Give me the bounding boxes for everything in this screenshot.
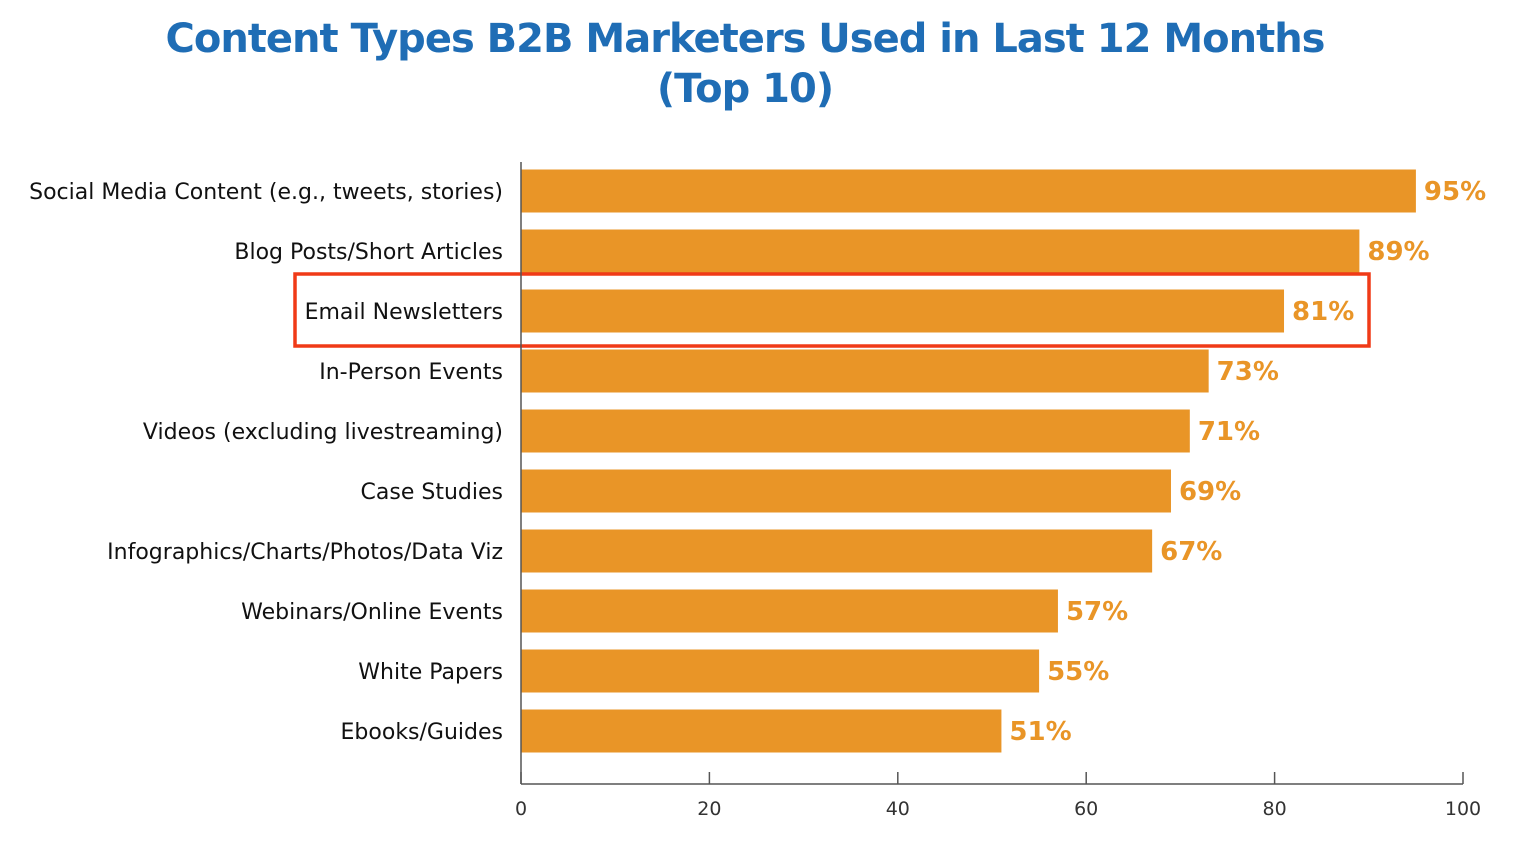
bar	[521, 349, 1209, 393]
x-tick-label: 60	[1074, 798, 1098, 820]
category-label: White Papers	[358, 660, 503, 685]
category-label: Infographics/Charts/Photos/Data Viz	[107, 540, 503, 565]
bar	[521, 469, 1171, 513]
data-label: 89%	[1367, 237, 1429, 267]
bar	[521, 409, 1190, 453]
data-label: 71%	[1198, 417, 1260, 447]
x-tick-label: 100	[1445, 798, 1481, 820]
data-label: 95%	[1424, 177, 1486, 207]
x-tick-label: 40	[886, 798, 910, 820]
bar	[521, 589, 1058, 633]
data-label: 51%	[1009, 717, 1071, 747]
chart-title: Content Types B2B Marketers Used in Last…	[0, 14, 1490, 114]
x-tick-label: 80	[1263, 798, 1287, 820]
highlight-box	[293, 272, 1371, 348]
category-label: In-Person Events	[319, 360, 503, 385]
data-label: 69%	[1179, 477, 1241, 507]
category-label: Webinars/Online Events	[241, 600, 503, 625]
x-tick-label: 0	[515, 798, 527, 820]
data-label: 81%	[1292, 297, 1354, 327]
chart-title-line-1: Content Types B2B Marketers Used in Last…	[165, 16, 1325, 62]
x-tick-label: 20	[697, 798, 721, 820]
bar	[521, 289, 1285, 333]
data-label: 67%	[1160, 537, 1222, 567]
bar	[521, 169, 1416, 213]
bar	[521, 649, 1040, 693]
bar	[521, 229, 1360, 273]
category-label: Ebooks/Guides	[341, 720, 503, 745]
category-label: Videos (excluding livestreaming)	[143, 420, 503, 445]
chart-title-line-2: (Top 10)	[656, 66, 834, 112]
data-label: 73%	[1217, 357, 1279, 387]
category-label: Case Studies	[361, 480, 503, 505]
data-label: 57%	[1066, 597, 1128, 627]
bar	[521, 529, 1153, 573]
category-label: Email Newsletters	[305, 300, 503, 325]
bar	[521, 709, 1002, 753]
category-label: Social Media Content (e.g., tweets, stor…	[29, 180, 503, 205]
category-label: Blog Posts/Short Articles	[234, 240, 503, 265]
data-label: 55%	[1047, 657, 1109, 687]
